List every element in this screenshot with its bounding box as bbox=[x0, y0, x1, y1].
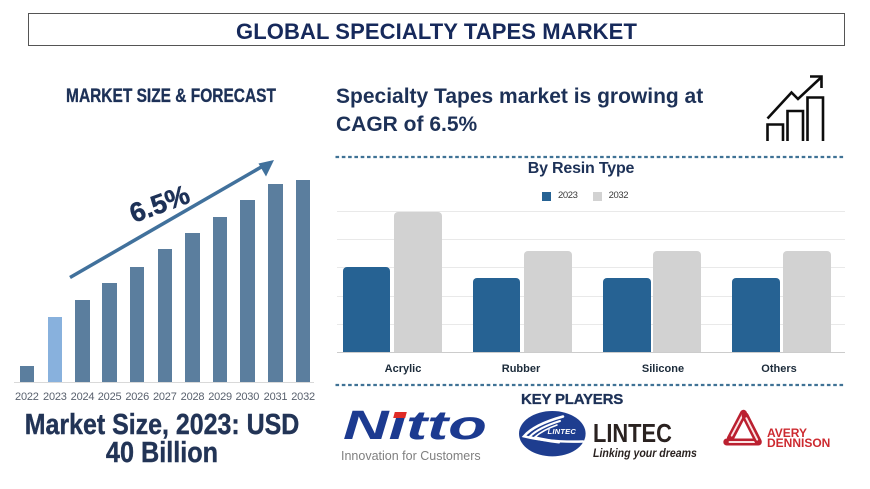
svg-text:LINTEC: LINTEC bbox=[548, 427, 577, 436]
